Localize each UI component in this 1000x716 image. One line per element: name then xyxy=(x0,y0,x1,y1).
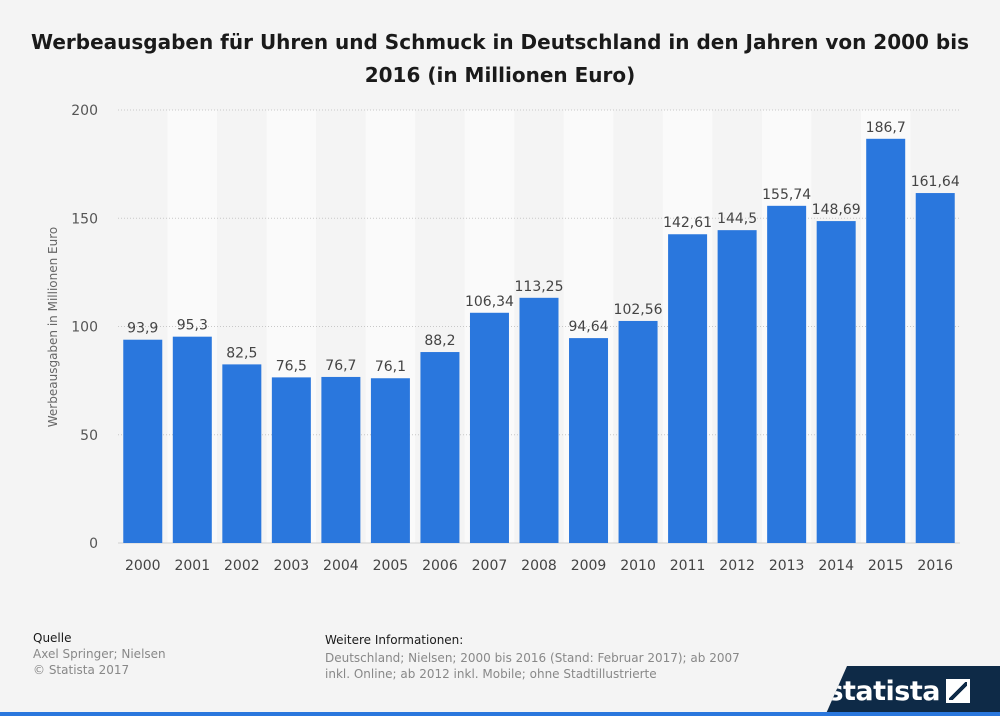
bar xyxy=(618,320,658,543)
data-labels: 93,9 95,3 82,5 76,5 76,7 76,1 88,2 106,34113,25… xyxy=(127,120,960,375)
y-tick-label: 100 xyxy=(71,320,98,336)
data-label: 76,5 xyxy=(276,358,307,374)
x-tick-label: 2012 xyxy=(719,558,755,574)
bar xyxy=(420,352,460,543)
data-label: 161,64 xyxy=(911,174,960,190)
bar xyxy=(172,336,212,543)
y-tick-label: 200 xyxy=(71,103,98,119)
bar xyxy=(469,312,509,543)
bottom-accent-bar xyxy=(0,712,1000,716)
bar xyxy=(668,234,708,544)
bar xyxy=(569,338,609,543)
logo-text: statista xyxy=(827,675,940,707)
chart-title: Werbeausgaben für Uhren und Schmuck in D… xyxy=(30,30,970,87)
x-tick-label: 2008 xyxy=(521,558,557,574)
data-label: 155,74 xyxy=(762,187,811,203)
data-label: 76,7 xyxy=(325,358,356,374)
source-text[interactable]: Axel Springer; Nielsen xyxy=(33,647,166,661)
bar xyxy=(321,376,361,543)
data-label: 148,69 xyxy=(812,202,861,218)
info-heading: Weitere Informationen: xyxy=(325,633,464,647)
chart-svg: 93,9 95,3 82,5 76,5 76,7 76,1 88,2 106,34113,25… xyxy=(71,103,960,574)
data-label: 186,7 xyxy=(866,120,906,136)
data-label: 142,61 xyxy=(663,215,712,231)
data-label: 82,5 xyxy=(226,345,257,361)
data-label: 113,25 xyxy=(515,279,564,295)
data-label: 88,2 xyxy=(424,333,455,349)
bar xyxy=(816,221,856,543)
x-tick-label: 2004 xyxy=(323,558,359,574)
data-label: 106,34 xyxy=(465,294,514,310)
y-axis-ticks: 0 50 100 150 200 xyxy=(71,103,98,552)
x-tick-label: 2006 xyxy=(422,558,458,574)
logo-mark-icon xyxy=(946,679,970,703)
data-label: 102,56 xyxy=(614,302,663,318)
bar xyxy=(123,339,163,543)
x-tick-label: 2002 xyxy=(224,558,260,574)
y-tick-label: 0 xyxy=(89,536,98,552)
x-tick-label: 2005 xyxy=(373,558,409,574)
source-heading: Quelle xyxy=(33,631,72,645)
x-tick-label: 2009 xyxy=(571,558,607,574)
x-tick-label: 2015 xyxy=(868,558,904,574)
bar xyxy=(222,364,262,543)
x-tick-label: 2007 xyxy=(472,558,508,574)
y-axis-label: Werbeausgaben in Millionen Euro xyxy=(46,226,60,428)
statista-logo[interactable]: statista xyxy=(825,666,1000,716)
info-text: Deutschland; Nielsen; 2000 bis 2016 (Sta… xyxy=(325,651,740,681)
bar xyxy=(370,378,410,543)
data-label: 95,3 xyxy=(177,318,208,334)
x-tick-label: 2001 xyxy=(174,558,210,574)
y-tick-label: 150 xyxy=(71,211,98,227)
data-label: 144,5 xyxy=(717,211,757,227)
x-tick-label: 2010 xyxy=(620,558,656,574)
bar xyxy=(915,193,955,544)
x-tick-label: 2013 xyxy=(769,558,805,574)
bar xyxy=(717,230,757,543)
bar xyxy=(767,205,807,543)
bar xyxy=(866,138,906,543)
x-tick-label: 2003 xyxy=(274,558,310,574)
x-tick-label: 2000 xyxy=(125,558,161,574)
x-tick-label: 2011 xyxy=(670,558,706,574)
bar xyxy=(519,297,559,543)
bars xyxy=(123,138,955,544)
bar xyxy=(271,377,311,543)
copyright-text: © Statista 2017 xyxy=(33,663,130,677)
y-tick-label: 50 xyxy=(80,428,98,444)
info-block: Weitere Informationen: Deutschland; Niel… xyxy=(325,632,745,682)
data-label: 76,1 xyxy=(375,359,406,375)
x-tick-label: 2016 xyxy=(917,558,953,574)
x-axis-ticks: 2000 2001 2002 2003 2004 2005 2006 2007 2008 2009… xyxy=(125,558,953,574)
data-label: 93,9 xyxy=(127,321,158,337)
x-tick-label: 2014 xyxy=(818,558,854,574)
data-label: 94,64 xyxy=(568,319,608,335)
source-block: Quelle Axel Springer; Nielsen © Statista… xyxy=(33,630,166,678)
